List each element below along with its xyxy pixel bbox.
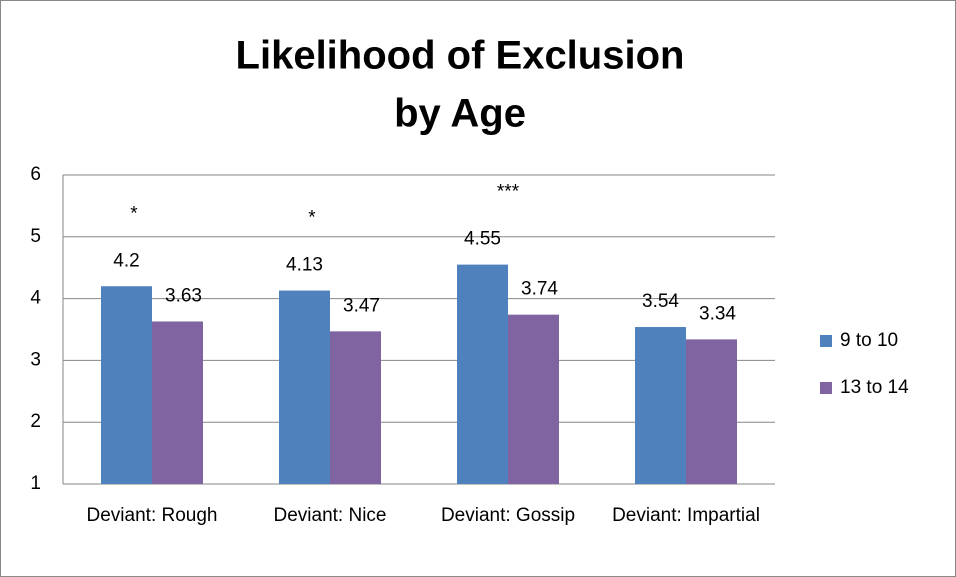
bar [152, 321, 203, 484]
chart-title: by Age [394, 92, 526, 136]
bar [508, 314, 559, 484]
bar [686, 339, 737, 484]
data-label: 4.55 [464, 229, 501, 250]
x-tick-label: Deviant: Gossip [441, 505, 575, 526]
y-tick-label: 1 [30, 473, 41, 494]
bar [330, 331, 381, 484]
data-label: 3.74 [521, 279, 558, 300]
bar [101, 286, 152, 484]
data-label: 3.47 [343, 295, 380, 316]
bar [457, 264, 508, 484]
x-tick-label: Deviant: Nice [274, 505, 387, 526]
data-label: 4.13 [286, 255, 323, 276]
y-tick-label: 5 [30, 226, 41, 247]
y-tick-label: 6 [30, 164, 41, 185]
bar [279, 290, 330, 484]
legend-label: 9 to 10 [840, 330, 898, 351]
annotation: * [308, 208, 316, 229]
annotation: * [130, 203, 138, 224]
bar [635, 327, 686, 484]
y-tick-label: 4 [30, 288, 41, 309]
legend-swatch [820, 382, 832, 394]
annotation: *** [497, 182, 520, 203]
legend-swatch [820, 335, 832, 347]
data-label: 3.54 [642, 291, 679, 312]
data-label: 4.2 [113, 250, 139, 271]
y-tick-label: 3 [30, 349, 41, 370]
y-tick-label: 2 [30, 411, 41, 432]
chart-title: Likelihood of Exclusion [236, 34, 685, 78]
data-label: 3.63 [165, 285, 202, 306]
x-tick-label: Deviant: Rough [87, 505, 218, 526]
x-tick-label: Deviant: Impartial [612, 505, 760, 526]
data-label: 3.34 [699, 303, 736, 324]
legend-label: 13 to 14 [840, 377, 909, 398]
